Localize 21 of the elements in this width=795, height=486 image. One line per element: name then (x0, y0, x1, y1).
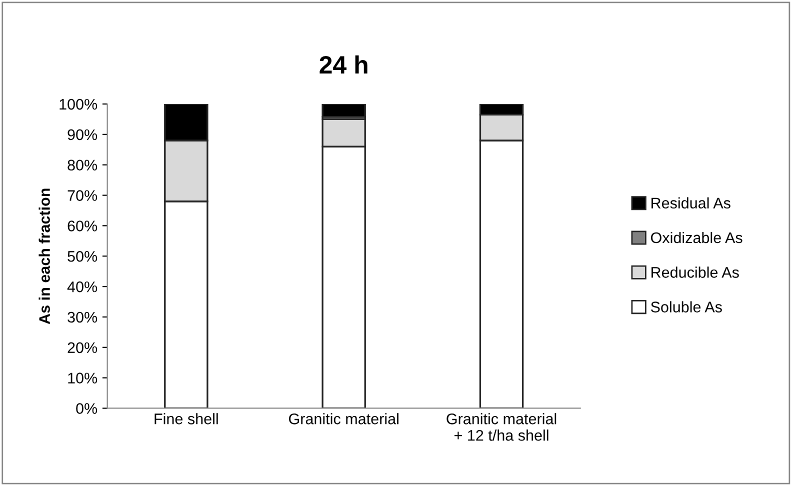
y-tick-label: 90% (68, 129, 98, 140)
y-tick-label: 10% (68, 372, 98, 384)
y-tick-label: 0% (76, 403, 98, 414)
x-tick-label: Granitic material (289, 413, 398, 424)
y-axis-title: As in each fraction (38, 188, 50, 324)
y-tick-label: 20% (68, 342, 98, 354)
y-tick-label: 30% (68, 312, 98, 323)
legend-label: Oxidizable As (651, 232, 742, 244)
y-tick-label: 40% (67, 281, 98, 292)
legend-label: Soluble As (650, 301, 722, 312)
x-tick-label: Fine shell (154, 413, 218, 424)
y-tick-label: 60% (68, 220, 98, 232)
y-tick-label: 50% (68, 250, 98, 262)
x-tick-label: Granitic material + 12 t/ha shell (446, 413, 556, 441)
legend-label: Reducible As (652, 266, 739, 278)
legend-label: Residual As (652, 197, 730, 209)
bar (322, 104, 366, 118)
chart-title: 24 h (320, 55, 368, 74)
y-tick-label: 70% (68, 190, 98, 201)
y-tick-label: 100% (60, 98, 98, 110)
y-tick-label: 80% (68, 160, 98, 171)
